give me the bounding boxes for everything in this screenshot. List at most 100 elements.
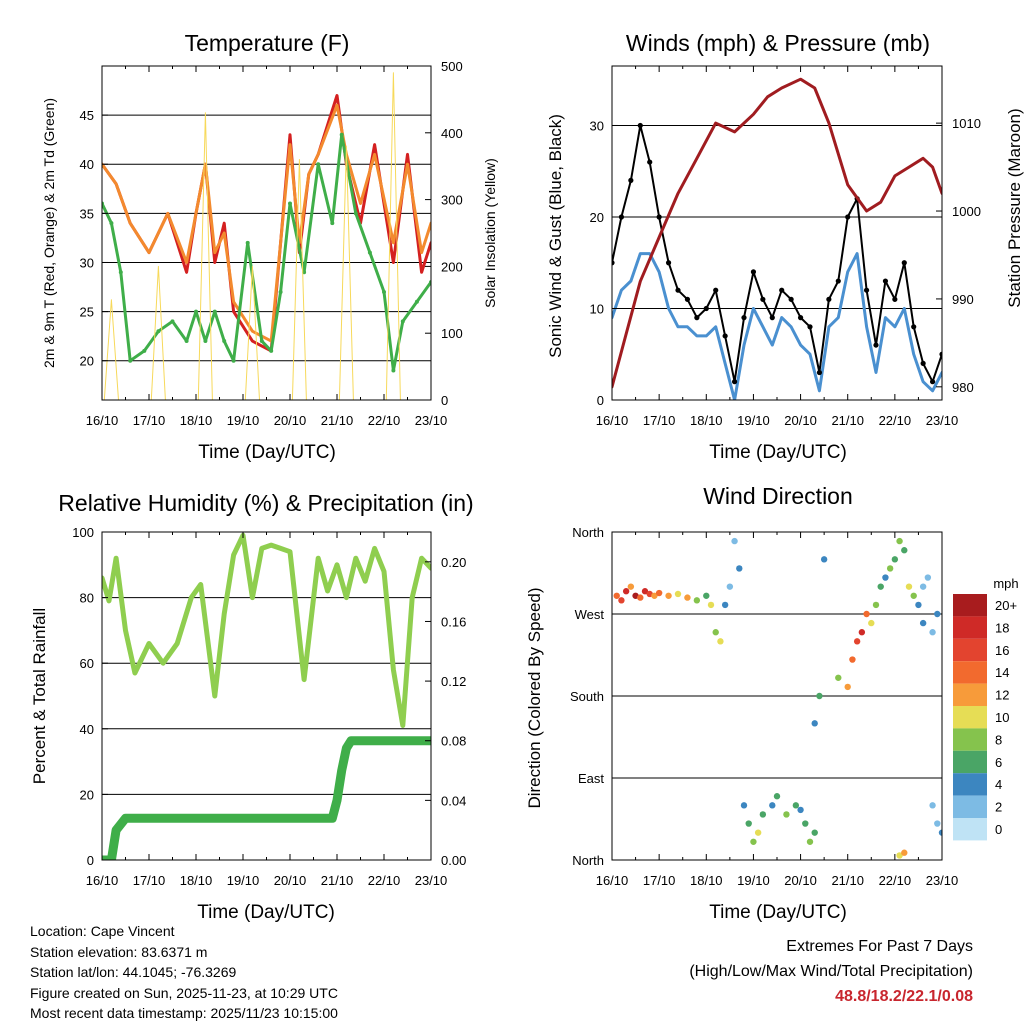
data-point xyxy=(901,260,907,266)
data-point xyxy=(184,339,189,344)
data-point xyxy=(203,339,208,344)
data-point xyxy=(741,315,747,321)
data-point xyxy=(694,315,700,321)
direction-point xyxy=(613,592,620,599)
data-point xyxy=(269,348,274,353)
x-tick-label: 21/10 xyxy=(321,873,354,888)
data-point xyxy=(675,287,681,293)
temperature-title: Temperature (F) xyxy=(185,30,350,56)
y-tick-label: North xyxy=(572,525,604,540)
x-tick-label: 22/10 xyxy=(879,873,912,888)
y-tick-label: 20 xyxy=(80,787,94,802)
direction-point xyxy=(802,820,809,827)
x-tick-label: 18/10 xyxy=(180,873,213,888)
y-tick-label-right: 0 xyxy=(441,393,448,408)
x-tick-label: 20/10 xyxy=(274,873,307,888)
data-point xyxy=(109,221,114,226)
direction-point xyxy=(637,594,644,601)
x-tick-label: 16/10 xyxy=(86,873,119,888)
temperature-y-label: 2m & 9m T (Red, Orange) & 2m Td (Green) xyxy=(41,98,57,368)
x-tick-label: 19/10 xyxy=(227,873,260,888)
x-tick-label: 17/10 xyxy=(643,413,676,428)
wind-plot-area xyxy=(612,77,942,400)
x-tick-label: 16/10 xyxy=(596,873,629,888)
data-point xyxy=(278,289,283,294)
direction-point xyxy=(915,601,922,609)
x-tick-label: 18/10 xyxy=(690,873,723,888)
direction-point xyxy=(797,806,804,814)
direction-point xyxy=(858,629,866,636)
y-tick-label-right: 980 xyxy=(952,380,974,395)
x-tick-label: 22/10 xyxy=(368,873,401,888)
data-point xyxy=(788,296,794,302)
legend-label: 0 xyxy=(995,822,1002,837)
wind-y-label-right: Station Pressure (Maroon) xyxy=(1005,108,1024,307)
direction-point xyxy=(806,838,814,845)
direction-point xyxy=(655,589,663,597)
direction-point xyxy=(703,592,710,599)
direction-point xyxy=(901,849,908,856)
legend-swatch xyxy=(953,616,987,639)
direction-point xyxy=(754,829,762,836)
data-point xyxy=(194,309,198,314)
direction-point xyxy=(886,565,894,572)
data-point xyxy=(170,319,175,324)
data-point xyxy=(628,177,634,183)
direction-point xyxy=(816,692,823,700)
y-tick-label-right: 1010 xyxy=(952,116,981,131)
data-point xyxy=(750,269,757,275)
data-point xyxy=(863,287,870,293)
data-point xyxy=(731,379,738,385)
data-point xyxy=(142,348,147,353)
direction-point xyxy=(919,583,927,590)
direction-point xyxy=(769,802,776,809)
legend-swatch xyxy=(953,594,987,617)
y-tick-label-right: 500 xyxy=(441,59,463,74)
y-tick-label: 30 xyxy=(80,255,94,270)
wind-y-label: Sonic Wind & Gust (Blue, Black) xyxy=(546,114,565,358)
direction-point xyxy=(740,802,748,809)
y-tick-label-right: 0.00 xyxy=(441,853,466,868)
data-point xyxy=(330,221,335,226)
direction-point xyxy=(745,820,752,827)
data-point xyxy=(826,296,832,302)
legend-swatch xyxy=(953,818,987,841)
direction-point xyxy=(882,574,889,581)
y-tick-label: 20 xyxy=(590,210,604,225)
x-tick-label: 17/10 xyxy=(643,873,676,888)
direction-point xyxy=(717,638,724,645)
direction-x-label: Time (Day/UTC) xyxy=(709,902,847,923)
legend-label: 4 xyxy=(995,777,1002,792)
x-tick-label: 22/10 xyxy=(879,413,912,428)
data-point xyxy=(807,324,813,330)
legend-swatch xyxy=(953,661,987,684)
series-gust xyxy=(612,124,942,383)
x-tick-label: 19/10 xyxy=(737,413,770,428)
x-tick-label: 20/10 xyxy=(784,413,817,428)
series-sonic-wind xyxy=(612,252,942,400)
direction-point xyxy=(665,592,672,599)
x-tick-label: 22/10 xyxy=(368,413,401,428)
series-9m-t xyxy=(102,103,431,343)
data-point xyxy=(316,162,321,167)
data-point xyxy=(882,278,889,284)
data-point xyxy=(911,324,917,330)
direction-point xyxy=(919,619,927,627)
y-tick-label: North xyxy=(572,853,604,868)
direction-point xyxy=(929,629,936,636)
y-tick-label: 45 xyxy=(80,108,94,123)
data-point xyxy=(245,240,250,245)
y-tick-label: 10 xyxy=(590,301,604,316)
legend-label: 10 xyxy=(995,710,1009,725)
direction-point xyxy=(863,610,870,618)
x-tick-label: 23/10 xyxy=(926,413,959,428)
y-tick-label-right: 0.16 xyxy=(441,614,466,629)
direction-point xyxy=(811,720,818,727)
data-point xyxy=(637,122,643,129)
direction-point xyxy=(934,610,941,618)
data-point xyxy=(128,358,133,363)
y-tick-label-right: 100 xyxy=(441,326,463,341)
extremes-heading: Extremes For Past 7 Days xyxy=(786,938,973,955)
station-info: Location: Cape Vincent Station elevation… xyxy=(30,921,338,1024)
y-tick-label: 25 xyxy=(80,305,94,320)
